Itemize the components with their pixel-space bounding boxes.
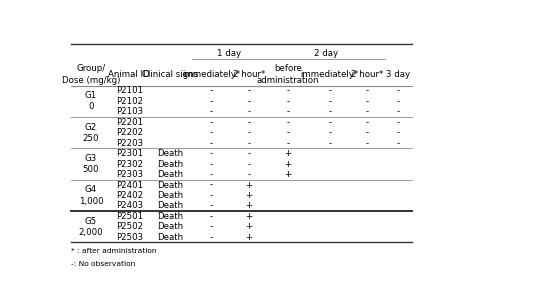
Text: -: - bbox=[287, 128, 290, 137]
Text: P2102: P2102 bbox=[116, 97, 143, 106]
Text: Death: Death bbox=[157, 160, 183, 169]
Text: -: - bbox=[287, 139, 290, 148]
Text: 2 day: 2 day bbox=[314, 49, 338, 58]
Text: -: - bbox=[210, 97, 213, 106]
Text: P2401: P2401 bbox=[116, 181, 143, 189]
Text: G1
0: G1 0 bbox=[85, 91, 97, 111]
Text: P2302: P2302 bbox=[116, 160, 143, 169]
Text: -: - bbox=[328, 118, 331, 127]
Text: Death: Death bbox=[157, 149, 183, 158]
Text: -: - bbox=[247, 118, 250, 127]
Text: -: - bbox=[287, 107, 290, 116]
Text: -: - bbox=[247, 170, 250, 179]
Text: P2402: P2402 bbox=[116, 191, 143, 200]
Text: -: - bbox=[247, 149, 250, 158]
Text: Death: Death bbox=[157, 191, 183, 200]
Text: -: - bbox=[210, 191, 213, 200]
Text: -: - bbox=[397, 128, 400, 137]
Text: -: - bbox=[210, 222, 213, 231]
Text: G3
500: G3 500 bbox=[83, 154, 99, 174]
Text: -: - bbox=[210, 107, 213, 116]
Text: -: - bbox=[247, 87, 250, 95]
Text: -: - bbox=[366, 139, 369, 148]
Text: +: + bbox=[245, 201, 252, 210]
Text: -: - bbox=[247, 107, 250, 116]
Text: -: - bbox=[328, 128, 331, 137]
Text: P2502: P2502 bbox=[116, 222, 143, 231]
Text: +: + bbox=[285, 170, 292, 179]
Text: P2203: P2203 bbox=[116, 139, 143, 148]
Text: -: - bbox=[247, 139, 250, 148]
Text: Death: Death bbox=[157, 233, 183, 242]
Text: -: - bbox=[287, 118, 290, 127]
Text: P2202: P2202 bbox=[116, 128, 143, 137]
Text: -: - bbox=[247, 160, 250, 169]
Text: -: - bbox=[287, 87, 290, 95]
Text: -: - bbox=[210, 201, 213, 210]
Text: -: - bbox=[247, 128, 250, 137]
Text: -: - bbox=[366, 107, 369, 116]
Text: G5
2,000: G5 2,000 bbox=[79, 217, 103, 237]
Text: -: - bbox=[287, 97, 290, 106]
Text: +: + bbox=[245, 222, 252, 231]
Text: -: - bbox=[210, 181, 213, 189]
Text: 2 hour*: 2 hour* bbox=[233, 70, 265, 79]
Text: -: - bbox=[366, 118, 369, 127]
Text: -: - bbox=[210, 87, 213, 95]
Text: -: - bbox=[397, 107, 400, 116]
Text: 2 hour*: 2 hour* bbox=[351, 70, 383, 79]
Text: +: + bbox=[245, 181, 252, 189]
Text: P2403: P2403 bbox=[116, 201, 143, 210]
Text: -: - bbox=[210, 139, 213, 148]
Text: -: - bbox=[210, 118, 213, 127]
Text: Death: Death bbox=[157, 170, 183, 179]
Text: -: - bbox=[366, 128, 369, 137]
Text: -: - bbox=[328, 139, 331, 148]
Text: -: - bbox=[397, 139, 400, 148]
Text: P2303: P2303 bbox=[116, 170, 143, 179]
Text: -: - bbox=[210, 160, 213, 169]
Text: P2103: P2103 bbox=[116, 107, 143, 116]
Text: before
administration: before administration bbox=[257, 64, 319, 85]
Text: P2503: P2503 bbox=[116, 233, 143, 242]
Text: -: - bbox=[397, 87, 400, 95]
Text: -: - bbox=[328, 107, 331, 116]
Text: -: - bbox=[210, 128, 213, 137]
Text: -: - bbox=[210, 170, 213, 179]
Text: -: - bbox=[397, 97, 400, 106]
Text: +: + bbox=[245, 233, 252, 242]
Text: Animal ID: Animal ID bbox=[108, 70, 150, 79]
Text: -: - bbox=[328, 97, 331, 106]
Text: Death: Death bbox=[157, 212, 183, 221]
Text: 1 day: 1 day bbox=[217, 49, 241, 58]
Text: +: + bbox=[245, 212, 252, 221]
Text: Clinical signs: Clinical signs bbox=[142, 70, 198, 79]
Text: P2201: P2201 bbox=[116, 118, 143, 127]
Text: -: No observation: -: No observation bbox=[71, 261, 136, 267]
Text: G4
1,000: G4 1,000 bbox=[79, 185, 103, 205]
Text: -: - bbox=[247, 97, 250, 106]
Text: -: - bbox=[328, 87, 331, 95]
Text: P2301: P2301 bbox=[116, 149, 143, 158]
Text: Death: Death bbox=[157, 222, 183, 231]
Text: -: - bbox=[397, 118, 400, 127]
Text: -: - bbox=[210, 212, 213, 221]
Text: +: + bbox=[285, 160, 292, 169]
Text: Death: Death bbox=[157, 181, 183, 189]
Text: Death: Death bbox=[157, 201, 183, 210]
Text: P2101: P2101 bbox=[116, 87, 143, 95]
Text: -: - bbox=[366, 97, 369, 106]
Text: P2501: P2501 bbox=[116, 212, 143, 221]
Text: 3 day: 3 day bbox=[386, 70, 411, 79]
Text: -: - bbox=[366, 87, 369, 95]
Text: G2
250: G2 250 bbox=[83, 123, 99, 143]
Text: Group/
Dose (mg/kg): Group/ Dose (mg/kg) bbox=[62, 64, 120, 85]
Text: +: + bbox=[245, 191, 252, 200]
Text: immediately*: immediately* bbox=[182, 70, 241, 79]
Text: -: - bbox=[210, 233, 213, 242]
Text: immediately*: immediately* bbox=[301, 70, 359, 79]
Text: * : after administration: * : after administration bbox=[71, 248, 157, 255]
Text: +: + bbox=[285, 149, 292, 158]
Text: -: - bbox=[210, 149, 213, 158]
